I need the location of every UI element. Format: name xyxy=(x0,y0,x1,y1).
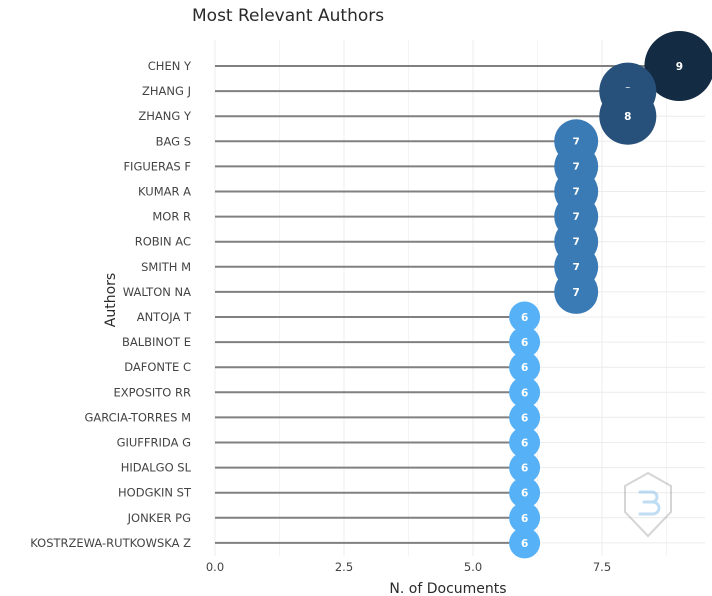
value-label: 6 xyxy=(521,488,528,500)
value-label: 6 xyxy=(521,312,528,324)
author-label: ZHANG Y xyxy=(138,109,192,123)
author-label: BAG S xyxy=(156,134,191,148)
watermark-logo-icon xyxy=(624,471,672,538)
author-label: KOSTRZEWA-RUTKOWSKA Z xyxy=(30,536,191,550)
author-label: SMITH M xyxy=(141,260,191,274)
value-label: 6 xyxy=(521,337,528,349)
bubble-point xyxy=(509,326,541,358)
value-label: 7 xyxy=(573,212,580,224)
value-label: 7 xyxy=(573,237,580,249)
value-label: 6 xyxy=(521,412,528,424)
x-tick-label: 0.0 xyxy=(206,560,224,574)
value-label: 9 xyxy=(676,61,683,73)
value-label: 8 xyxy=(624,111,631,123)
author-label: EXPOSITO RR xyxy=(113,385,191,399)
value-label: 6 xyxy=(521,538,528,550)
author-label: DAFONTE C xyxy=(124,360,191,374)
author-label: WALTON NA xyxy=(123,285,191,299)
bubble-point xyxy=(509,427,541,458)
value-label: 6 xyxy=(521,463,528,475)
author-label: GARCIA-TORRES M xyxy=(84,410,191,424)
author-label: CHEN Y xyxy=(148,59,192,73)
bubble-point xyxy=(509,376,541,408)
value-label: 7 xyxy=(573,161,580,173)
author-label: MOR R xyxy=(152,210,191,224)
bubble-point xyxy=(509,527,541,559)
bubble-point xyxy=(554,269,599,314)
x-axis-title: N. of Documents xyxy=(389,581,506,596)
y-axis-title: Authors xyxy=(103,273,119,327)
bubble-point xyxy=(599,87,657,145)
value-label: 6 xyxy=(521,438,528,450)
bubble-point xyxy=(509,401,541,433)
bubble-point xyxy=(509,477,541,509)
value-label: 6 xyxy=(521,362,528,374)
author-labels: CHEN Y ZHANG J ZHANG Y BAG S FIGUERAS F KUMAR… xyxy=(30,59,192,550)
author-label: BALBINOT E xyxy=(122,335,191,349)
x-tick-label: 7.5 xyxy=(593,560,611,574)
author-label: GIUFFRIDA G xyxy=(117,436,191,450)
author-label: KUMAR A xyxy=(138,185,191,199)
value-label: 7 xyxy=(573,136,580,148)
author-label: FIGUERAS F xyxy=(123,159,191,173)
bubble-point xyxy=(509,502,541,534)
chart-title: Most Relevant Authors xyxy=(192,6,384,26)
bubble-point xyxy=(509,452,541,484)
bubble-point xyxy=(644,31,712,101)
bubbles: 98877777776666666666 xyxy=(509,31,712,559)
author-label: ANTOJA T xyxy=(137,310,192,324)
x-tick-label: 2.5 xyxy=(335,560,353,574)
value-label: 6 xyxy=(521,387,528,399)
author-label: HIDALGO SL xyxy=(121,461,192,475)
author-label: ROBIN AC xyxy=(135,235,191,249)
value-label: 7 xyxy=(573,287,580,299)
bubble-point xyxy=(509,351,541,383)
author-label: HODGKIN ST xyxy=(118,486,192,500)
value-label: 7 xyxy=(573,262,580,274)
x-tick-labels: 0.0 2.5 5.0 7.5 xyxy=(206,560,611,574)
value-label: 6 xyxy=(521,513,528,525)
bubble-point xyxy=(509,301,541,333)
value-label: 7 xyxy=(573,187,580,199)
author-label: ZHANG J xyxy=(142,84,191,98)
stems xyxy=(215,65,680,544)
author-label: JONKER PG xyxy=(127,511,191,525)
x-tick-label: 5.0 xyxy=(464,560,482,574)
